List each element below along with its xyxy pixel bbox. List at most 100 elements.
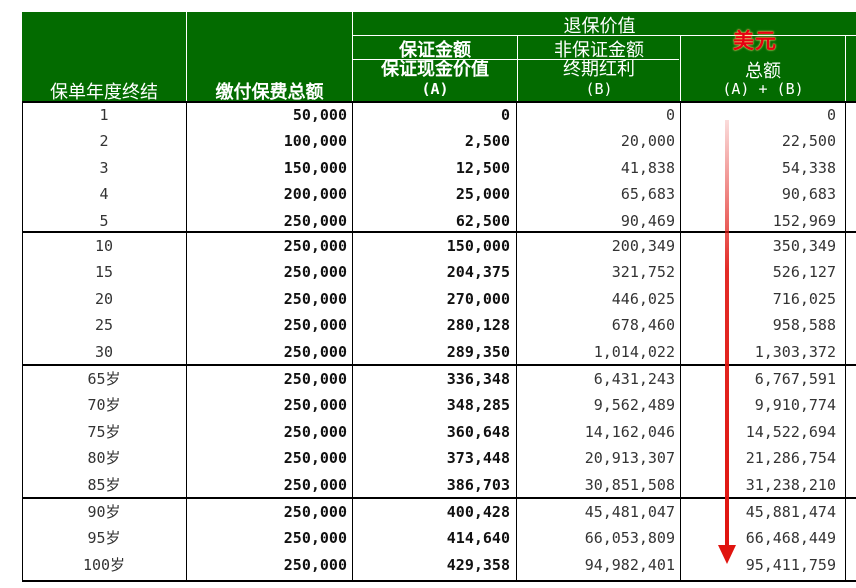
- total-cell: 31,238,210: [745, 475, 836, 494]
- premium-header-cell: 缴付保费总额: [187, 12, 352, 103]
- table-row: 80岁 250,000 373,448 20,913,307 21,286,754: [22, 445, 856, 471]
- non-guaranteed-amount-label: 非保证金额: [554, 40, 644, 61]
- policy-year-cell: 1: [99, 106, 109, 124]
- premium-cell: 200,000: [283, 185, 347, 204]
- total-cell: 14,522,694: [745, 422, 836, 441]
- policy-year-cell: 4: [99, 185, 109, 204]
- terminal-bonus-cell: 678,460: [611, 316, 675, 335]
- guaranteed-cash-value-cell: 270,000: [446, 289, 510, 308]
- table-row: 70岁 250,000 348,285 9,562,489 9,910,774: [22, 392, 856, 418]
- guaranteed-cash-value-cell: 289,350: [446, 342, 510, 361]
- guaranteed-cash-value-cell: 414,640: [446, 529, 510, 548]
- premium-cell: 250,000: [283, 342, 347, 361]
- table-row: 85岁 250,000 386,703 30,851,508 31,238,210: [22, 472, 856, 498]
- policy-year-cell: 75岁: [87, 422, 121, 441]
- total-cell: 21,286,754: [745, 449, 836, 468]
- premium-cell: 100,000: [283, 132, 347, 151]
- policy-year-cell: 85岁: [87, 475, 121, 494]
- total-cell: 0: [826, 106, 836, 124]
- terminal-bonus-label: 终期红利: [563, 59, 635, 80]
- terminal-bonus-cell: 200,349: [611, 237, 675, 255]
- terminal-bonus-cell: 20,000: [620, 132, 675, 151]
- table-row: 95岁 250,000 414,640 66,053,809 66,468,449: [22, 525, 856, 551]
- premium-cell: 250,000: [283, 475, 347, 494]
- guaranteed-cash-value-cell: 348,285: [446, 396, 510, 415]
- surrender-value-header-cell: 退保价值: [353, 12, 856, 102]
- policy-year-cell: 25: [94, 316, 114, 335]
- table-row: 20 250,000 270,000 446,025 716,025: [22, 286, 856, 312]
- guaranteed-cash-value-cell: 204,375: [446, 263, 510, 282]
- policy-year-cell: 100岁: [82, 555, 126, 574]
- guaranteed-cash-value-cell: 62,500: [455, 211, 510, 230]
- column-divider: [680, 102, 681, 582]
- terminal-bonus-cell: 65,683: [620, 185, 675, 204]
- total-cell: 90,683: [781, 185, 836, 204]
- table-row: 15 250,000 204,375 321,752 526,127: [22, 259, 856, 285]
- total-cell: 9,910,774: [754, 396, 836, 415]
- terminal-bonus-cell: 14,162,046: [584, 422, 675, 441]
- total-cell: 526,127: [772, 263, 836, 282]
- premium-column-label: 缴付保费总额: [215, 82, 324, 103]
- terminal-bonus-cell: 20,913,307: [584, 449, 675, 468]
- group-divider: [22, 101, 856, 103]
- total-cell: 66,468,449: [745, 529, 836, 548]
- premium-cell: 250,000: [283, 529, 347, 548]
- column-divider: [352, 102, 353, 582]
- premium-cell: 250,000: [283, 555, 347, 574]
- guaranteed-cash-value-cell: 400,428: [446, 503, 510, 521]
- premium-cell: 250,000: [283, 396, 347, 415]
- guaranteed-cash-value-cell: 336,348: [446, 370, 510, 388]
- year-header-cell: 保单年度终结: [22, 12, 186, 103]
- guaranteed-cash-value-cell: 12,500: [455, 158, 510, 177]
- table-row: 10 250,000 150,000 200,349 350,349: [22, 233, 856, 259]
- guaranteed-cash-value-label: 保证现金价值: [381, 59, 489, 80]
- policy-year-cell: 3: [99, 158, 109, 177]
- guaranteed-cash-value-cell: 2,500: [464, 132, 510, 151]
- group-divider: [22, 231, 856, 233]
- policy-year-cell: 20: [94, 289, 114, 308]
- table-row: 4 200,000 25,000 65,683 90,683: [22, 181, 856, 207]
- premium-cell: 250,000: [283, 503, 347, 521]
- column-divider: [516, 102, 517, 582]
- guaranteed-cash-value-cell: 25,000: [455, 185, 510, 204]
- total-cell: 45,881,474: [745, 503, 836, 521]
- premium-cell: 250,000: [283, 449, 347, 468]
- total-cell: 95,411,759: [745, 555, 836, 574]
- table-left-border: [22, 102, 23, 582]
- premium-cell: 250,000: [283, 289, 347, 308]
- table-row: 25 250,000 280,128 678,460 958,588: [22, 312, 856, 338]
- premium-cell: 150,000: [283, 158, 347, 177]
- total-cell: 350,349: [772, 237, 836, 255]
- table-row: 1 50,000 0 0 0: [22, 102, 856, 128]
- guaranteed-cash-value-cell: 360,648: [446, 422, 510, 441]
- terminal-bonus-cell: 66,053,809: [584, 529, 675, 548]
- premium-cell: 250,000: [283, 370, 347, 388]
- total-cell: 54,338: [781, 158, 836, 177]
- premium-cell: 250,000: [283, 263, 347, 282]
- table-bottom-border: [22, 580, 856, 582]
- table-row: 75岁 250,000 360,648 14,162,046 14,522,694: [22, 419, 856, 445]
- policy-year-cell: 15: [94, 263, 114, 282]
- policy-year-cell: 70岁: [87, 396, 121, 415]
- total-cell: 716,025: [772, 289, 836, 308]
- premium-cell: 250,000: [283, 237, 347, 255]
- guaranteed-cash-value-cell: 386,703: [446, 475, 510, 494]
- terminal-bonus-cell: 1,014,022: [593, 342, 675, 361]
- year-column-label: 保单年度终结: [50, 82, 158, 103]
- guaranteed-cash-value-cell: 150,000: [446, 237, 510, 255]
- policy-year-cell: 95岁: [87, 529, 121, 548]
- policy-year-cell: 30: [94, 342, 114, 361]
- table-row: 65岁 250,000 336,348 6,431,243 6,767,591: [22, 366, 856, 392]
- premium-cell: 250,000: [283, 422, 347, 441]
- guaranteed-cash-value-cell: 429,358: [446, 555, 510, 574]
- policy-year-cell: 2: [99, 132, 109, 151]
- premium-cell: 250,000: [283, 211, 347, 230]
- terminal-bonus-cell: 0: [665, 106, 675, 124]
- total-cell: 958,588: [772, 316, 836, 335]
- policy-year-cell: 5: [99, 211, 109, 230]
- policy-year-cell: 80岁: [87, 449, 121, 468]
- total-cell: 1,303,372: [754, 342, 836, 361]
- policy-year-cell: 65岁: [87, 370, 121, 388]
- column-divider: [186, 102, 187, 582]
- guaranteed-cash-value-cell: 373,448: [446, 449, 510, 468]
